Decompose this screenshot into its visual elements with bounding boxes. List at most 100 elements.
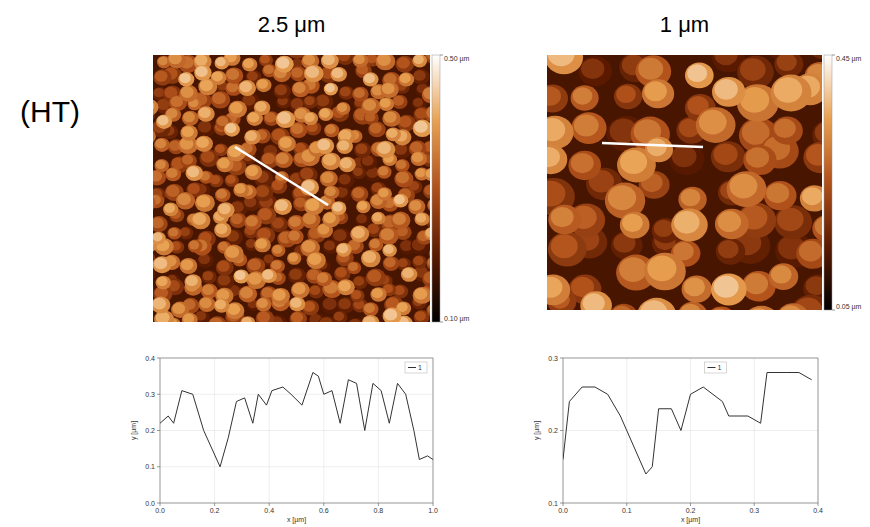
data-group [563, 373, 812, 475]
grain-top [340, 158, 352, 169]
grain [156, 114, 172, 129]
grain-top [424, 185, 430, 195]
grain [153, 297, 170, 314]
grain [254, 100, 270, 115]
grain-top [200, 79, 213, 91]
grain [303, 95, 318, 108]
grain [355, 213, 370, 227]
grain-top [235, 270, 246, 280]
grain-top [153, 171, 162, 182]
x-tick-label: 0.2 [210, 507, 220, 514]
grain [153, 99, 159, 115]
grain-top [619, 257, 647, 282]
grain [395, 56, 414, 73]
grain-top [257, 79, 268, 89]
grain-top [217, 261, 230, 272]
grain [642, 79, 674, 108]
grain-top [230, 102, 243, 114]
grain [413, 287, 430, 304]
grain [580, 291, 612, 310]
grain-top [608, 185, 636, 210]
colorbar-label: 0.10 µm [444, 315, 470, 323]
grain [153, 69, 171, 85]
grain [316, 138, 334, 154]
grain-top [372, 213, 382, 222]
grain-top [181, 86, 194, 98]
grain-top [303, 55, 316, 65]
grain [288, 267, 306, 283]
grain [712, 77, 745, 107]
grain-top [806, 144, 822, 166]
grain [620, 212, 650, 239]
grain-top [398, 259, 408, 268]
grain [376, 55, 396, 70]
grain [579, 56, 612, 86]
grain [391, 212, 410, 229]
grain [186, 165, 204, 181]
grain-top [349, 319, 362, 322]
grain-top [397, 57, 410, 69]
grain [380, 82, 398, 98]
grain-top [271, 260, 281, 269]
grain-top [262, 270, 273, 280]
grain-top [547, 277, 562, 298]
x-tick-label: 0.0 [155, 507, 165, 514]
grain-top [248, 272, 262, 284]
grain-top [363, 99, 376, 111]
panel-title: 2.5 μm [258, 12, 326, 37]
grain-top [551, 234, 578, 258]
grain-top [182, 126, 194, 137]
grain-top [325, 125, 336, 134]
grain-top [246, 239, 256, 248]
grain-top [357, 201, 367, 210]
profile-chart: 0.00.20.40.60.81.00.00.10.20.30.4x [µm]y… [130, 355, 438, 525]
grain-top [378, 167, 388, 176]
grain-top [364, 73, 375, 83]
grain-top [680, 189, 700, 207]
grain [276, 111, 296, 129]
grain [363, 72, 379, 86]
panel-label: (HT) [20, 95, 80, 128]
grain-top [293, 82, 305, 93]
grain-top [154, 258, 167, 270]
grain [182, 111, 199, 126]
y-tick-label: 0.1 [145, 463, 155, 470]
grain-top [684, 278, 705, 297]
grain-top [429, 198, 430, 209]
x-tick-label: 1.0 [428, 507, 438, 514]
grain-top [289, 269, 302, 280]
grain-top [699, 110, 727, 135]
grain [706, 307, 736, 310]
grain-top [338, 55, 350, 61]
grain-top [183, 112, 195, 122]
grain-top [745, 308, 772, 310]
grain [337, 55, 354, 65]
grain [423, 184, 430, 199]
grain [377, 187, 392, 200]
grain-top [368, 224, 380, 234]
grain-top [551, 207, 574, 227]
grain-top [288, 230, 300, 240]
grain [547, 84, 568, 112]
grain-top [305, 66, 319, 78]
grain [163, 202, 178, 216]
plot-frame [563, 358, 818, 503]
grain-top [620, 150, 647, 174]
legend-box [405, 362, 427, 373]
grain [368, 122, 385, 138]
grain [678, 187, 706, 213]
grain-top [777, 208, 804, 232]
grain [812, 215, 822, 243]
x-axis-title: x [µm] [681, 516, 700, 524]
grain [398, 72, 414, 86]
grain-top [348, 262, 358, 271]
grain [180, 125, 197, 141]
grain [764, 181, 797, 210]
grain-top [364, 303, 375, 313]
grain [290, 311, 307, 322]
grain-top [412, 152, 423, 162]
grain-top [291, 67, 303, 77]
profile-line [235, 147, 328, 205]
grain [414, 212, 429, 226]
grain [737, 56, 774, 89]
